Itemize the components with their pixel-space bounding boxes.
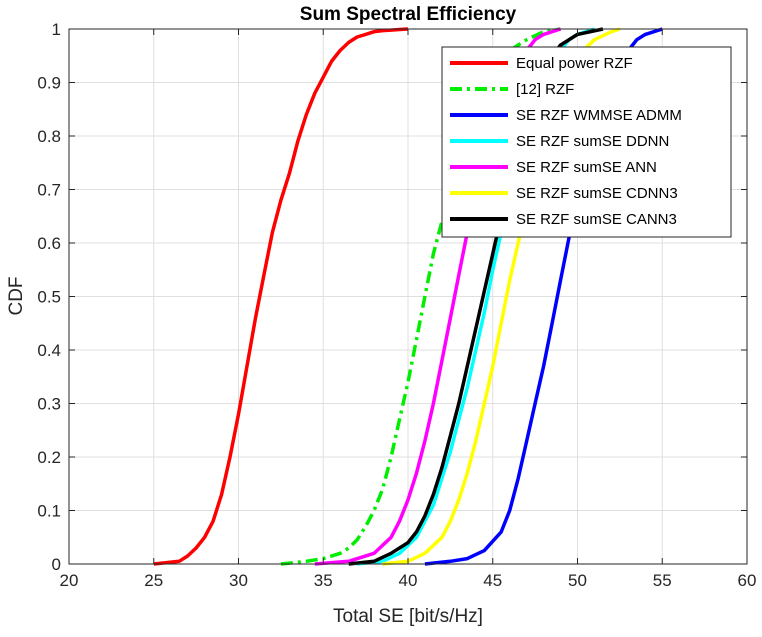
y-tick-label: 0.6 [37,234,61,253]
legend-label-1: Equal power RZF [516,55,633,72]
x-tick-label: 50 [568,571,587,590]
legend-label-7: SE RZF sumSE CANN3 [516,211,677,228]
x-axis-label: Total SE [bit/s/Hz] [333,606,483,627]
legend-label-5: SE RZF sumSE ANN [516,159,657,176]
x-tick-label: 35 [314,571,333,590]
y-tick-label: 0.4 [37,341,61,360]
x-tick-label: 25 [144,571,163,590]
y-tick-label: 1 [52,20,61,39]
y-tick-label: 0.2 [37,448,61,467]
y-axis-label: CDF [6,276,27,315]
y-tick-label: 0 [52,555,61,574]
x-tick-label: 55 [653,571,672,590]
series-line-1 [153,27,409,566]
y-tick-label: 0.7 [37,181,61,200]
tick-labels: 20 25 30 35 40 45 50 55 60 0 0.1 0.2 0.3 0.4 0.5 0.6 0.7… [37,20,756,590]
x-tick-label: 45 [483,571,502,590]
y-tick-label: 0.8 [37,127,61,146]
y-tick-label: 0.3 [37,395,61,414]
legend-label-3: SE RZF WMMSE ADMM [516,107,682,124]
chart-title: Sum Spectral Efficiency [300,4,517,25]
y-tick-label: 0.1 [37,502,61,521]
x-tick-label: 60 [738,571,757,590]
axis-ticks [68,28,748,565]
legend: Equal power RZF [12] RZF SE RZF WMMSE ADMM… [441,46,732,238]
legend-label-6: SE RZF sumSE CDNN3 [516,185,678,202]
legend-label-4: SE RZF sumSE DDNN [516,133,669,150]
y-tick-label: 0.5 [37,288,61,307]
x-tick-label: 30 [229,571,248,590]
x-tick-label: 40 [399,571,418,590]
legend-label-2: [12] RZF [516,81,574,98]
y-tick-label: 0.9 [37,74,61,93]
x-tick-label: 20 [60,571,79,590]
